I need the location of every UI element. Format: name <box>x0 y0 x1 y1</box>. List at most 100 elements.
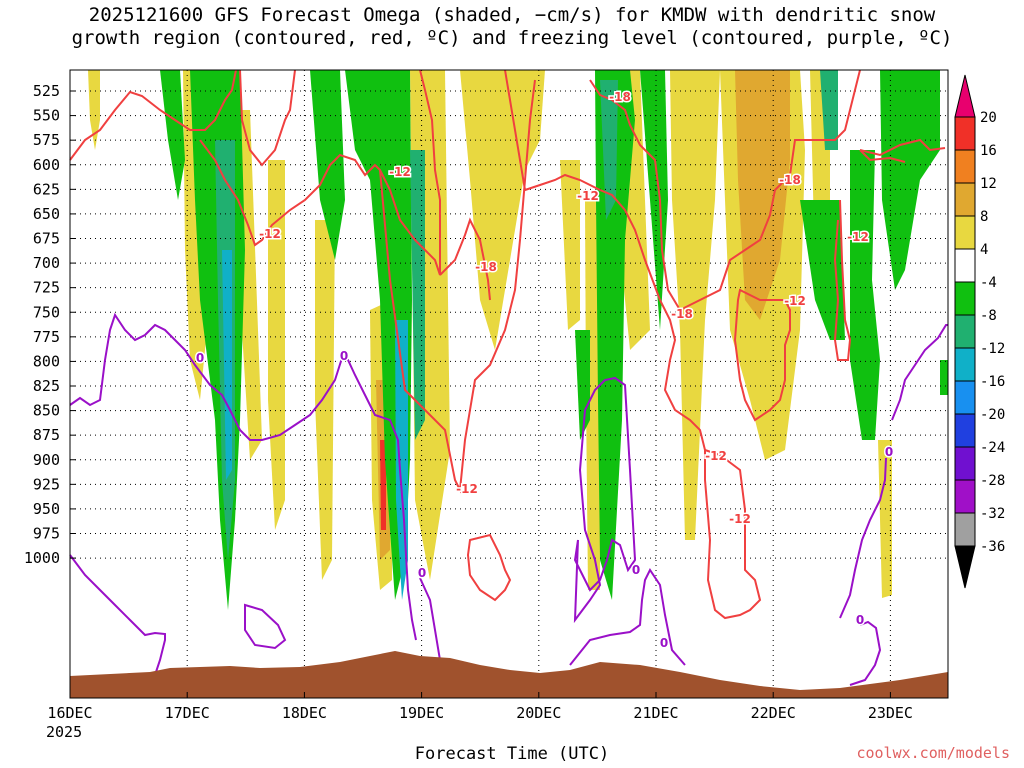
contour-label: 0 <box>196 351 204 365</box>
y-tick-label: 975 <box>33 525 60 543</box>
contour-label: -12 <box>259 227 281 241</box>
colorbar: 20 16 12 8 4 -4 -8 -12 -16 -20 -24 -28 -32 -36 <box>954 74 1005 589</box>
colorbar-label: 4 <box>980 242 988 258</box>
omega-patch <box>878 440 892 598</box>
colorbar-segment <box>954 116 976 151</box>
chart-title: 2025121600 GFS Forecast Omega (shaded, −… <box>0 4 1024 50</box>
credit-link[interactable]: coolwx.com/models <box>856 744 1010 762</box>
contour-label: 0 <box>660 636 668 650</box>
x-tick-label: 20DEC <box>516 704 561 722</box>
x-tick-label: 19DEC <box>399 704 444 722</box>
dgz-contour-line <box>69 69 237 161</box>
freezing-contour-line <box>573 376 637 624</box>
contour-label: -12 <box>456 482 478 496</box>
y-tick-label: 950 <box>33 500 60 518</box>
y-tick-label: 725 <box>33 279 60 297</box>
dgz-contour-line <box>589 69 861 312</box>
plot-frame <box>69 69 949 699</box>
contour-label: -12 <box>389 165 411 179</box>
omega-patch <box>850 150 880 440</box>
y-tick-label: 775 <box>33 328 60 346</box>
contour-label: -12 <box>259 227 281 241</box>
colorbar-segment <box>954 215 976 250</box>
x-tick-label: 21DEC <box>633 704 678 722</box>
omega-patch <box>315 220 335 580</box>
omega-patch <box>380 440 386 530</box>
y-tick-label: 675 <box>33 230 60 248</box>
colorbar-bottom-arrow <box>954 545 976 589</box>
contour-label: 0 <box>418 566 426 580</box>
x-axis-label: Forecast Time (UTC) <box>414 744 610 764</box>
omega-patch <box>880 70 940 290</box>
omega-patch <box>460 70 530 350</box>
colorbar-label: -20 <box>980 407 1005 423</box>
colorbar-label: 12 <box>980 176 997 192</box>
x-tick-label: 16DEC <box>47 704 92 722</box>
y-tick-label: 700 <box>33 254 60 272</box>
colorbar-label: -4 <box>980 275 997 291</box>
dgz-contour-line <box>239 69 296 167</box>
omega-patch <box>800 200 845 340</box>
dgz-contour-line <box>833 199 852 361</box>
dgz-contour-line <box>379 79 536 494</box>
colorbar-label: 8 <box>980 209 988 225</box>
freezing-contour-line <box>244 603 287 650</box>
freezing-contour-line <box>891 324 948 421</box>
colorbar-segment <box>954 281 976 316</box>
contour-labels: -12-12-12-18-18-12-18-18-12-12-12-12-120… <box>194 89 894 652</box>
contour-label: -18 <box>475 260 497 274</box>
omega-patch <box>820 70 838 150</box>
freezing-contour-line <box>849 620 882 686</box>
omega-patch <box>88 70 100 150</box>
contour-label: -12 <box>705 449 727 463</box>
omega-patch <box>160 70 185 200</box>
contour-label: -12 <box>577 189 599 203</box>
x-tick-label: 23DEC <box>868 704 913 722</box>
omega-patch <box>575 330 590 440</box>
dgz-contour-line <box>859 149 906 163</box>
y-tick-label: 825 <box>33 377 60 395</box>
colorbar-label: 20 <box>980 110 997 126</box>
title-line-2: growth region (contoured, red, ºC) and f… <box>71 27 953 49</box>
contour-label: -18 <box>609 90 631 104</box>
y-tick-label: 625 <box>33 180 60 198</box>
dgz-contour-line <box>439 217 491 301</box>
colorbar-segment <box>954 347 976 382</box>
y-tick-label: 575 <box>33 131 60 149</box>
colorbar-segment <box>954 149 976 184</box>
colorbar-label: -16 <box>980 374 1005 390</box>
colorbar-label: -8 <box>980 308 997 324</box>
omega-patch <box>345 70 412 600</box>
colorbar-segment <box>954 512 976 547</box>
contour-label: -18 <box>671 307 693 321</box>
freezing-level-contours <box>69 312 948 686</box>
y-tick-label: 600 <box>33 156 60 174</box>
colorbar-segment <box>954 380 976 415</box>
freezing-contour-line <box>569 568 686 666</box>
colorbar-label: -32 <box>980 506 1005 522</box>
colorbar-segment <box>954 413 976 448</box>
y-tick-label: 550 <box>33 107 60 125</box>
colorbar-segment <box>954 446 976 481</box>
omega-shading <box>88 70 948 610</box>
omega-patch <box>310 70 345 260</box>
dgz-contours <box>69 69 946 620</box>
contour-label: -12 <box>729 512 751 526</box>
omega-patch <box>940 360 948 395</box>
y-tick-label: 875 <box>33 426 60 444</box>
dgz-contour-line <box>733 288 791 422</box>
freezing-contour-line <box>69 312 417 641</box>
omega-patch <box>670 70 720 540</box>
title-line-1: 2025121600 GFS Forecast Omega (shaded, −… <box>88 4 936 26</box>
dgz-contour-line <box>859 138 946 157</box>
dgz-contour-line <box>704 448 762 620</box>
y-tick-label: 525 <box>33 82 60 100</box>
contour-label: 0 <box>885 445 893 459</box>
colorbar-label: -12 <box>980 341 1005 357</box>
colorbar-segment <box>954 248 976 283</box>
contour-label: -18 <box>779 173 801 187</box>
dgz-contour-line <box>504 69 706 451</box>
omega-patch <box>222 250 232 480</box>
x-tick-label: 18DEC <box>282 704 327 722</box>
